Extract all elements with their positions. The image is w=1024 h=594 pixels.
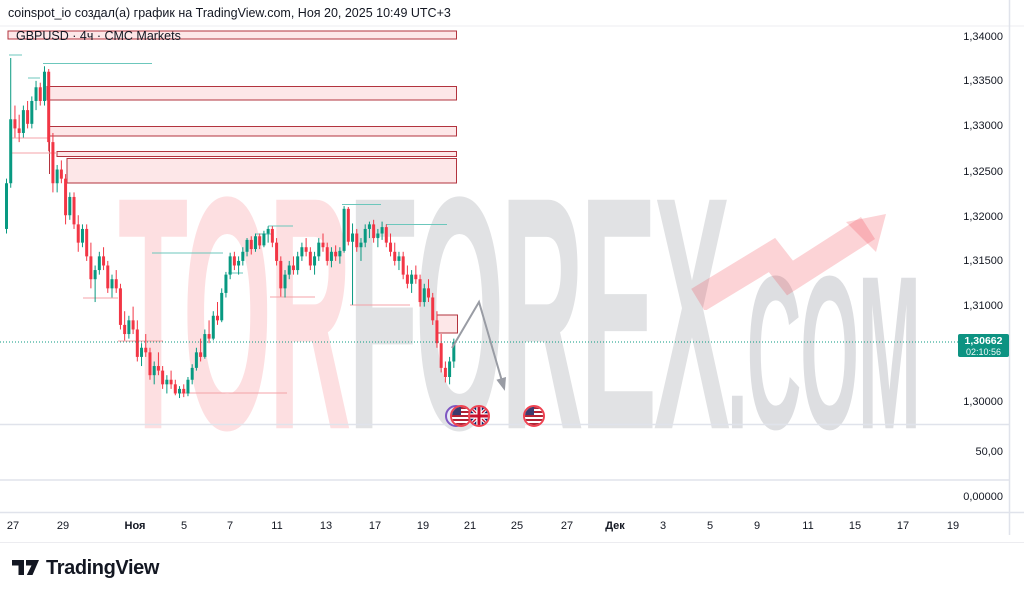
last-price-badge[interactable]: 1,30662 02:10:56 [958,334,1009,357]
time-tick-label: 3 [659,520,667,532]
price-tick-label: 50,00 [975,446,1003,458]
price-tick-label: 1,33500 [963,75,1003,87]
chart-frame [0,0,1024,543]
time-tick-label: 5 [706,520,714,532]
swing-level-lines [9,54,447,394]
time-tick-label: 11 [271,520,283,532]
price-tick-label: 1,31000 [963,300,1003,312]
price-tick-label: 1,30000 [963,396,1003,408]
drawn-arrow-annotation[interactable] [451,299,507,391]
time-tick-label: 19 [946,520,960,532]
price-tick-label: 1,32000 [963,211,1003,223]
time-tick-label: 7 [226,520,234,532]
time-tick-label: 13 [319,520,333,532]
time-tick-label: 21 [463,520,477,532]
supply-zones-layer[interactable] [7,30,458,334]
tradingview-logo[interactable]: TradingView [12,556,159,580]
time-tick-label: 5 [180,520,188,532]
time-tick-label: Ноя [124,520,146,532]
price-tick-label: 1,34000 [963,31,1003,43]
symbol-legend[interactable]: GBPUSD · 4ч · CMC Markets [16,29,181,43]
chart-attribution: coinspot_io создал(а) график на TradingV… [8,6,451,20]
time-tick-label: 25 [510,520,524,532]
bar-countdown: 02:10:56 [965,346,1002,357]
time-tick-label: 17 [368,520,382,532]
tradingview-logo-icon [12,560,39,575]
uk-flag-event-icon[interactable] [467,404,490,427]
us-flag-event-icon[interactable] [523,404,545,427]
price-tick-label: 0,00000 [963,491,1003,503]
time-tick-label: 19 [416,520,430,532]
time-tick-label: 17 [896,520,910,532]
time-tick-label: Дек [605,520,625,532]
tradingview-logo-text: TradingView [46,556,160,579]
time-tick-label: 9 [753,520,761,532]
time-tick-label: 11 [802,520,814,532]
time-tick-label: 27 [560,520,574,532]
price-tick-label: 1,33000 [963,120,1003,132]
candles-layer[interactable] [5,58,456,399]
time-tick-label: 29 [56,520,70,532]
price-tick-label: 1,31500 [963,255,1003,267]
time-tick-label: 15 [848,520,862,532]
us-flag-event-icon[interactable] [449,404,472,427]
price-tick-label: 1,32500 [963,166,1003,178]
time-tick-label: 27 [6,520,20,532]
last-price-value: 1,30662 [964,335,1003,347]
